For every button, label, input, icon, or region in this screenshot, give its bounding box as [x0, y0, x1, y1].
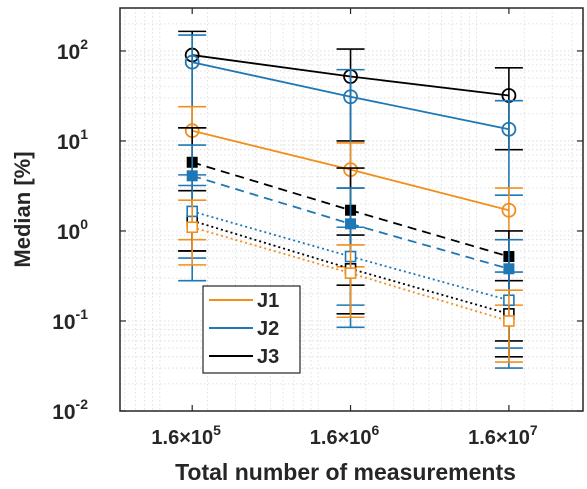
x-axis-title: Total number of measurements: [175, 459, 516, 485]
x-tick-label: 1.6×107: [468, 422, 538, 449]
x-tick-label: 1.6×106: [310, 422, 380, 449]
y-tick-label: 100: [57, 216, 88, 244]
data-series: [178, 30, 523, 369]
legend: J1 J2 J3: [202, 285, 301, 374]
x-tick-label: 1.6×105: [151, 422, 221, 449]
axis-labels: Total number of measurements Median [%]: [10, 151, 516, 485]
legend-label-j2: J2: [257, 318, 279, 340]
data-point: [503, 315, 515, 327]
data-point: [186, 170, 198, 182]
axis-ticks: 1.6×105 1.6×106 1.6×107 10-2 10-1 100 101 102: [52, 8, 583, 449]
data-point: [501, 202, 517, 218]
legend-label-j3: J3: [257, 346, 279, 368]
data-point: [344, 267, 357, 279]
data-point: [343, 89, 358, 105]
y-tick-label: 10-2: [52, 396, 88, 424]
legend-label-j1: J1: [257, 290, 279, 312]
y-axis-title: Median [%]: [10, 151, 35, 267]
y-tick-label: 102: [57, 36, 88, 64]
data-point: [501, 121, 517, 137]
data-point: [184, 54, 200, 70]
y-tick-label: 101: [57, 126, 88, 154]
series-unlabeled-dotted: [178, 199, 523, 363]
plot-frame: [119, 7, 584, 412]
data-point: [186, 221, 198, 234]
series-line: [191, 226, 510, 322]
y-tick-label: 10-1: [52, 306, 88, 334]
